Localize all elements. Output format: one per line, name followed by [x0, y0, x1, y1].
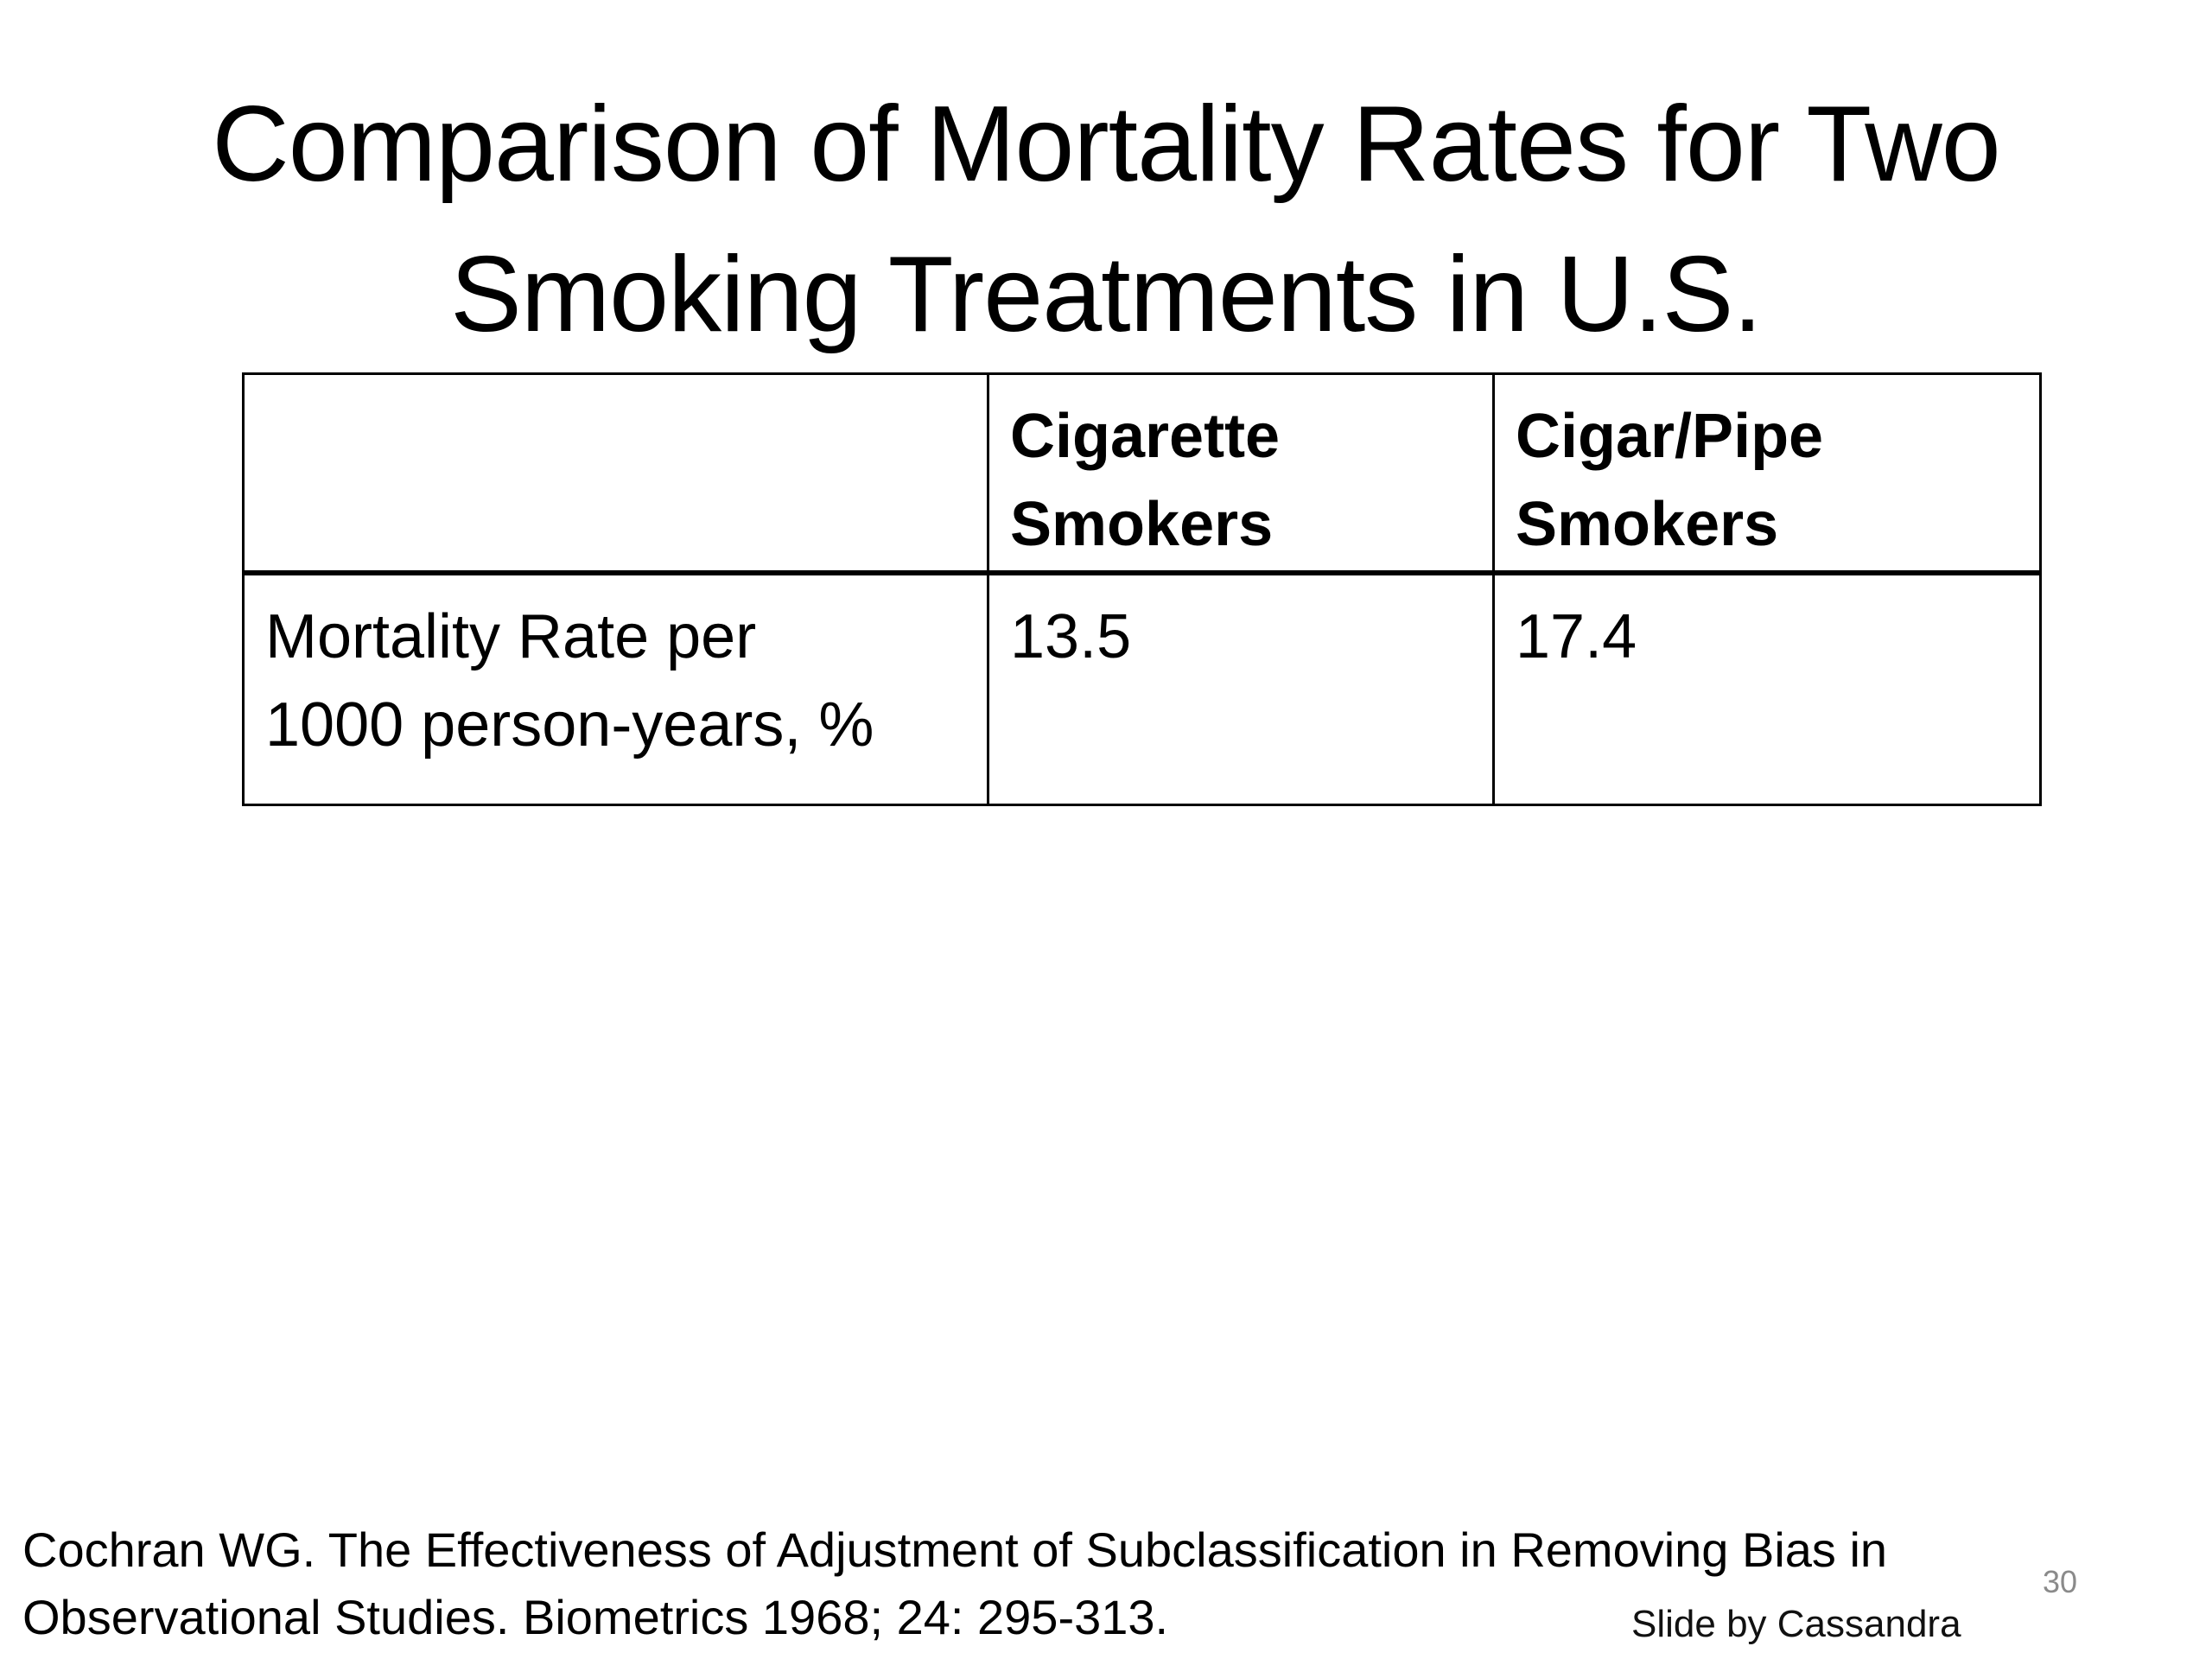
row-label-line-2: 1000 person-years, %	[265, 690, 874, 760]
slide-number: 30	[2043, 1564, 2078, 1599]
header-cigar-pipe-smokers: Cigar/Pipe Smokers	[1492, 372, 2042, 575]
citation-line-1: Cochran WG. The Effectiveness of Adjustm…	[22, 1522, 1888, 1577]
row-label-line-1: Mortality Rate per	[265, 602, 757, 671]
slide-title-line-1: Comparison of Mortality Rates for Two	[212, 85, 2001, 204]
cell-cigarette-value: 13.5	[987, 571, 1495, 806]
mortality-rate-table: Cigarette Smokers Cigar/Pipe Smokers Mor…	[242, 372, 2042, 806]
credit-line-2: Pattanayak	[1631, 1650, 1961, 1659]
citation: Cochran WG. The Effectiveness of Adjustm…	[22, 1516, 2010, 1651]
slide-credit: Slide by Cassandra Pattanayak	[1631, 1599, 1961, 1659]
table-header-row: Cigarette Smokers Cigar/Pipe Smokers	[242, 372, 2042, 575]
credit-line-1: Slide by Cassandra	[1631, 1603, 1961, 1645]
header-cigar-pipe-line-2: Smokers	[1516, 490, 1779, 559]
citation-line-2: Observational Studies. Biometrics 1968; …	[22, 1590, 1169, 1644]
header-empty-cell	[242, 372, 989, 575]
slide-title-line-2: Smoking Treatments in U.S.	[450, 235, 1763, 354]
header-cigarette-line-1: Cigarette	[1010, 402, 1281, 471]
table-row: Mortality Rate per 1000 person-years, % …	[242, 571, 2042, 806]
header-cigarette-smokers: Cigarette Smokers	[987, 372, 1495, 575]
cell-cigar-pipe-value: 17.4	[1492, 571, 2042, 806]
slide-title: Comparison of Mortality Rates for Two Sm…	[0, 69, 2212, 370]
header-cigarette-line-2: Smokers	[1010, 490, 1274, 559]
row-label-mortality-rate: Mortality Rate per 1000 person-years, %	[242, 571, 989, 806]
header-cigar-pipe-line-1: Cigar/Pipe	[1516, 402, 1824, 471]
